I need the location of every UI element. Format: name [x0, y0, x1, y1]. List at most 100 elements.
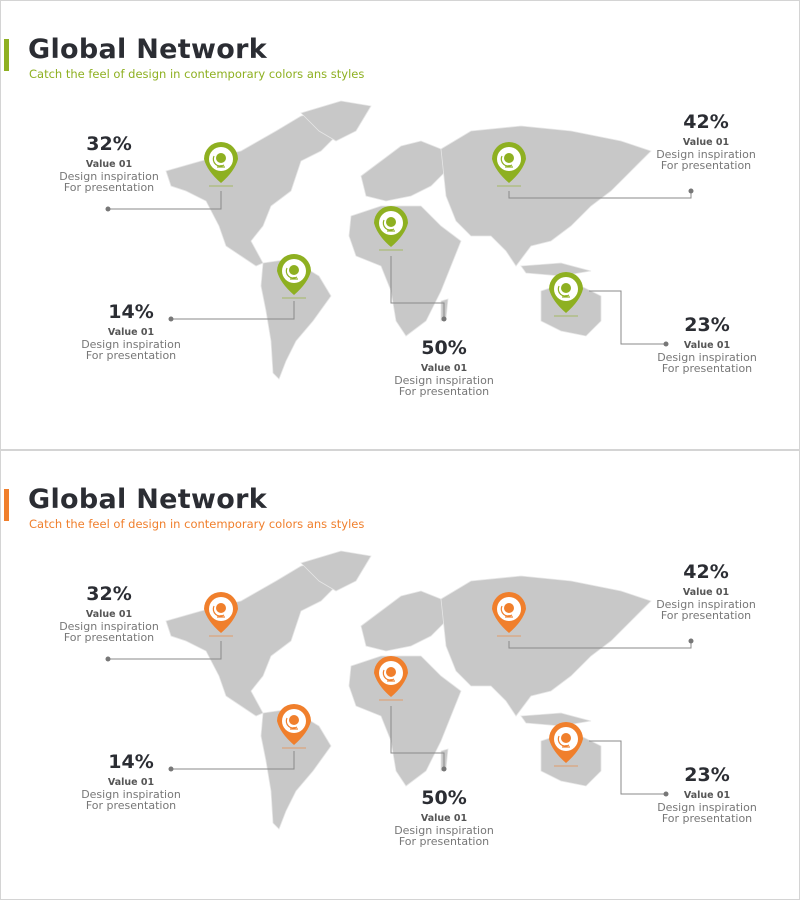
globe-icon	[382, 217, 396, 232]
stat-label-australia: 23% Value 01 Design inspiration For pres…	[637, 314, 777, 374]
map-pin-africa[interactable]	[277, 704, 311, 749]
stat-label-south-america: 14% Value 01 Design inspiration For pres…	[61, 751, 201, 811]
slide-subtitle: Catch the feel of design in contemporary…	[29, 67, 365, 81]
stat-description-line2: For presentation	[398, 835, 490, 848]
slide: Global Network Catch the feel of design i…	[0, 450, 800, 900]
globe-icon	[557, 283, 571, 298]
accent-bar	[4, 489, 9, 521]
stat-percent: 42%	[683, 561, 729, 583]
stat-value-label: Value 01	[85, 159, 133, 170]
map-pin-australia[interactable]	[549, 272, 583, 317]
stat-label-north-america: 32% Value 01 Design inspiration For pres…	[39, 133, 179, 193]
stat-description-line2: For presentation	[85, 799, 177, 812]
slide-subtitle: Catch the feel of design in contemporary…	[29, 517, 365, 531]
connector-dot	[441, 316, 447, 322]
map-pin-north-america[interactable]	[204, 592, 238, 637]
connector-dot	[168, 316, 174, 322]
stat-value-label: Value 01	[683, 340, 731, 351]
slide-title: Global Network	[28, 34, 267, 65]
stat-percent: 14%	[108, 301, 154, 323]
stat-label-north-america: 32% Value 01 Design inspiration For pres…	[39, 583, 179, 643]
map-pin-africa[interactable]	[277, 254, 311, 299]
slide-title: Global Network	[28, 484, 267, 515]
continent-shape	[165, 110, 347, 267]
stat-value-label: Value 01	[85, 609, 133, 620]
connector-line	[589, 290, 666, 345]
slide: Global Network Catch the feel of design i…	[0, 0, 800, 450]
map-pin-australia[interactable]	[549, 722, 583, 767]
stat-description-line1: Design inspiration	[81, 788, 181, 801]
world-map	[105, 100, 694, 380]
stat-description-line2: For presentation	[661, 362, 753, 375]
globe-icon	[500, 603, 514, 618]
stat-value-label: Value 01	[420, 363, 468, 374]
connector-line	[508, 191, 692, 199]
stat-percent: 42%	[683, 111, 729, 133]
connector-line	[171, 751, 295, 770]
stat-description-line2: For presentation	[660, 609, 752, 622]
stat-percent: 50%	[421, 787, 467, 809]
stat-value-label: Value 01	[682, 137, 730, 148]
map-pin-russia[interactable]	[492, 142, 526, 187]
connector-line	[108, 641, 222, 660]
globe-icon	[212, 603, 226, 618]
connector-dot	[105, 206, 111, 212]
stat-description-line2: For presentation	[661, 812, 753, 825]
connector-line	[390, 256, 445, 319]
stat-label-australia: 23% Value 01 Design inspiration For pres…	[637, 764, 777, 824]
continent-shape	[440, 125, 652, 267]
stat-description-line1: Design inspiration	[394, 824, 494, 837]
connector-line	[508, 641, 692, 649]
connector-line	[390, 706, 445, 769]
stat-percent: 32%	[86, 583, 132, 605]
stat-value-label: Value 01	[107, 327, 155, 338]
connector-dot	[688, 188, 694, 194]
stat-description-line2: For presentation	[63, 181, 155, 194]
continent-shape	[360, 140, 447, 202]
stat-value-label: Value 01	[107, 777, 155, 788]
stat-description-line1: Design inspiration	[656, 148, 756, 161]
stat-description-line2: For presentation	[85, 349, 177, 362]
connector-line	[171, 301, 295, 320]
continent-shape	[300, 550, 372, 592]
stat-value-label: Value 01	[420, 813, 468, 824]
accent-bar	[4, 39, 9, 71]
stat-percent: 14%	[108, 751, 154, 773]
stat-percent: 50%	[421, 337, 467, 359]
globe-icon	[557, 733, 571, 748]
stat-label-africa: 50% Value 01 Design inspiration For pres…	[374, 337, 514, 397]
stat-label-russia: 42% Value 01 Design inspiration For pres…	[636, 561, 776, 621]
continent-shape	[520, 712, 592, 727]
stat-description-line2: For presentation	[660, 159, 752, 172]
connector-dot	[688, 638, 694, 644]
continent-shape	[300, 100, 372, 142]
connector-line	[589, 740, 666, 795]
continent-shape	[260, 708, 332, 830]
stat-percent: 23%	[684, 764, 730, 786]
globe-icon	[500, 153, 514, 168]
stat-value-label: Value 01	[683, 790, 731, 801]
map-pin-russia[interactable]	[492, 592, 526, 637]
stat-description-line1: Design inspiration	[656, 598, 756, 611]
stat-description-line1: Design inspiration	[81, 338, 181, 351]
map-pin-north-america[interactable]	[204, 142, 238, 187]
world-map	[105, 550, 694, 830]
stat-description-line1: Design inspiration	[59, 170, 159, 183]
stat-label-africa: 50% Value 01 Design inspiration For pres…	[374, 787, 514, 847]
stat-label-russia: 42% Value 01 Design inspiration For pres…	[636, 111, 776, 171]
continent-shape	[165, 560, 347, 717]
connector-dot	[105, 656, 111, 662]
stat-description-line1: Design inspiration	[59, 620, 159, 633]
map-pin-south-america[interactable]	[374, 206, 408, 251]
stat-label-south-america: 14% Value 01 Design inspiration For pres…	[61, 301, 201, 361]
stat-description-line2: For presentation	[398, 385, 490, 398]
globe-icon	[212, 153, 226, 168]
stat-percent: 32%	[86, 133, 132, 155]
map-pin-south-america[interactable]	[374, 656, 408, 701]
stat-description-line1: Design inspiration	[394, 374, 494, 387]
connector-dot	[168, 766, 174, 772]
connector-dot	[441, 766, 447, 772]
stat-description-line1: Design inspiration	[657, 801, 757, 814]
globe-icon	[285, 265, 299, 280]
stat-value-label: Value 01	[682, 587, 730, 598]
